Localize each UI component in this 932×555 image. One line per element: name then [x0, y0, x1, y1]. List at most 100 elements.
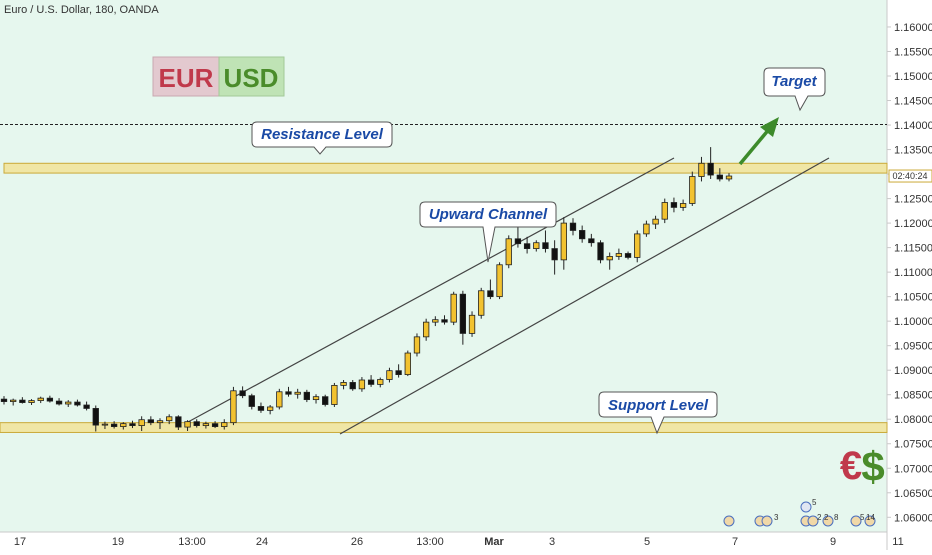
candle-down[interactable] — [285, 391, 292, 395]
candle-up[interactable] — [138, 419, 145, 426]
candle-up[interactable] — [120, 423, 127, 427]
candle-up[interactable] — [404, 352, 411, 376]
candle-down[interactable] — [55, 400, 63, 405]
candle-up[interactable] — [65, 401, 72, 405]
candle-down[interactable] — [523, 243, 531, 249]
candle-up[interactable] — [413, 336, 421, 354]
candle-down[interactable] — [367, 379, 375, 385]
candle-down[interactable] — [193, 421, 200, 427]
candle-down[interactable] — [322, 396, 329, 405]
candle-down[interactable] — [487, 290, 494, 298]
candle-up[interactable] — [725, 175, 733, 180]
candle-down[interactable] — [83, 404, 90, 409]
candle-up[interactable] — [652, 218, 659, 225]
event-flag-icon[interactable] — [864, 515, 876, 527]
time-scale-background[interactable] — [0, 532, 932, 550]
event-flag-icon[interactable] — [822, 515, 834, 527]
candle-down[interactable] — [514, 238, 522, 245]
candle-down[interactable] — [349, 382, 356, 390]
candle-up[interactable] — [505, 238, 512, 266]
candle-up[interactable] — [432, 319, 439, 323]
candle-down[interactable] — [248, 395, 255, 407]
candle-up[interactable] — [276, 391, 283, 408]
candle-up[interactable] — [331, 384, 338, 405]
candle-up[interactable] — [679, 203, 687, 208]
candle-down[interactable] — [239, 390, 246, 397]
candle-down[interactable] — [147, 419, 154, 424]
candle-up[interactable] — [166, 416, 173, 422]
candle-down[interactable] — [569, 222, 577, 231]
candle-up[interactable] — [221, 422, 228, 427]
callout-target[interactable]: Target — [763, 67, 826, 112]
candle-down[interactable] — [211, 423, 219, 427]
candle-down[interactable] — [74, 401, 81, 406]
candle-down[interactable] — [716, 174, 723, 180]
channel-upper-line[interactable] — [187, 157, 675, 423]
candle-down[interactable] — [395, 370, 402, 376]
candle-down[interactable] — [257, 406, 265, 411]
candle-up[interactable] — [615, 253, 623, 257]
price-scale-background[interactable] — [887, 0, 932, 532]
candle-down[interactable] — [441, 319, 448, 323]
callout-channel[interactable]: Upward Channel — [419, 201, 557, 263]
event-flag-icon[interactable] — [800, 501, 812, 513]
candle-up[interactable] — [606, 256, 613, 261]
event-flag-icon[interactable] — [723, 515, 735, 527]
candle-up[interactable] — [230, 390, 237, 424]
candle-down[interactable] — [303, 391, 311, 401]
candle-up[interactable] — [634, 233, 641, 258]
candle-down[interactable] — [0, 398, 8, 402]
candle-up[interactable] — [202, 423, 210, 426]
candle-down[interactable] — [624, 253, 632, 258]
callout-support-text: Support Level — [608, 397, 709, 414]
economic-events: 3 5 2 2 8 5 14 — [723, 498, 876, 527]
candle-up[interactable] — [698, 162, 705, 177]
event-flag-icon[interactable] — [850, 515, 862, 527]
candle-up[interactable] — [266, 406, 274, 411]
candle-up[interactable] — [10, 399, 17, 402]
candle-down[interactable] — [670, 202, 678, 208]
candle-up[interactable] — [689, 176, 696, 204]
candle-up[interactable] — [422, 321, 430, 338]
candle-up[interactable] — [184, 421, 191, 428]
callout-resistance[interactable]: Resistance Level — [251, 121, 393, 155]
candle-down[interactable] — [597, 242, 604, 261]
candle-up[interactable] — [560, 222, 567, 261]
candle-down[interactable] — [19, 399, 26, 403]
candle-up[interactable] — [312, 396, 320, 401]
event-flag-icon[interactable] — [761, 515, 773, 527]
candle-up[interactable] — [101, 423, 109, 426]
candle-up[interactable] — [468, 314, 476, 334]
candle-up[interactable] — [533, 242, 540, 249]
candle-down[interactable] — [129, 423, 136, 426]
candle-up[interactable] — [661, 202, 668, 220]
candle-up[interactable] — [358, 379, 366, 390]
candle-up[interactable] — [386, 370, 393, 380]
candle-up[interactable] — [294, 391, 301, 395]
candle-up[interactable] — [28, 400, 35, 403]
candle-down[interactable] — [110, 423, 118, 427]
candle-down[interactable] — [175, 416, 182, 428]
callout-support[interactable]: Support Level — [598, 391, 718, 435]
candle-up[interactable] — [377, 379, 384, 385]
candle-up[interactable] — [496, 264, 503, 298]
support-zone[interactable] — [0, 422, 888, 433]
candle-down[interactable] — [92, 408, 99, 426]
candle-up[interactable] — [643, 223, 650, 235]
resistance-zone[interactable] — [3, 162, 888, 174]
candle-down[interactable] — [551, 248, 558, 261]
candle-up[interactable] — [156, 420, 164, 424]
event-flag-icon[interactable] — [807, 515, 819, 527]
candle-down[interactable] — [542, 242, 549, 249]
candle-up[interactable] — [37, 397, 44, 401]
candle-up[interactable] — [478, 290, 485, 316]
candle-down[interactable] — [579, 230, 586, 240]
candle-up[interactable] — [340, 382, 347, 386]
candle-down[interactable] — [588, 238, 595, 244]
candle-down[interactable] — [707, 162, 714, 176]
candle-up[interactable] — [450, 293, 457, 323]
channel-lower-line[interactable] — [339, 157, 830, 435]
candle-down[interactable] — [459, 293, 467, 334]
candle-down[interactable] — [46, 397, 54, 402]
